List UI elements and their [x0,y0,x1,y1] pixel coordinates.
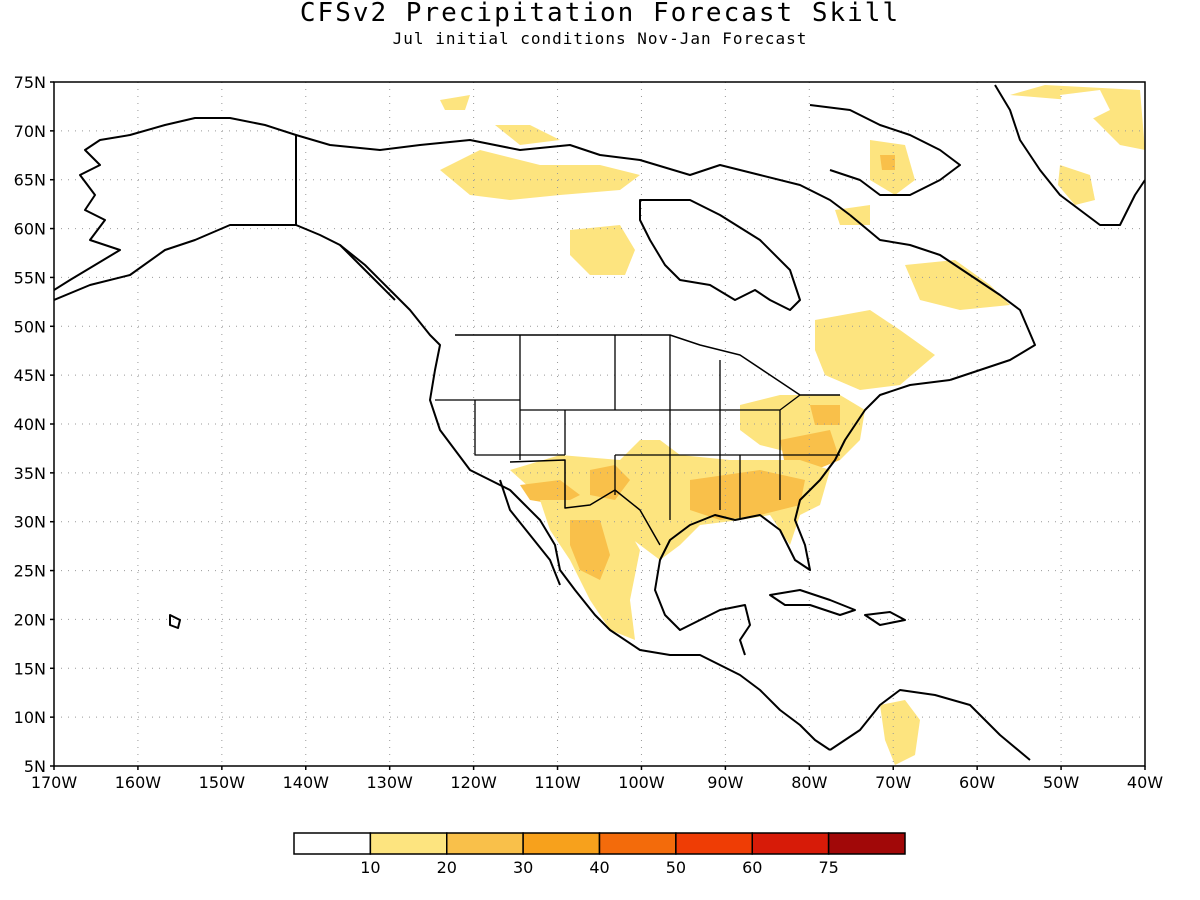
shade-canada-arctic [495,125,560,145]
lon-tick-label: 120W [450,773,497,792]
shade-greenland-white [1060,90,1110,125]
coast-baffin [809,104,961,196]
colorbar-swatch [598,832,677,855]
lon-tick-label: 160W [115,773,162,792]
lat-tick-label: 30N [14,513,46,532]
coast-baja [499,479,561,586]
colorbar-label: 50 [666,858,686,877]
coast-hispaniola [864,611,906,626]
shade-baffin-core [880,155,895,170]
colorbar-label: 60 [742,858,762,877]
lon-tick-label: 130W [367,773,414,792]
latitude-axis: 75N 70N 65N 60N 55N 50N 45N 40N 35N 30N 25N 20N 15N 1… [14,73,54,776]
state-lines [435,335,840,520]
lon-tick-label: 60W [959,773,995,792]
lon-tick-label: 90W [707,773,743,792]
shade-mexico-core [570,520,610,580]
coast-cuba [769,589,856,616]
lat-tick-label: 60N [14,220,46,239]
border-us-canada [455,334,840,396]
colorbar-label: 20 [437,858,457,877]
colorbar-swatch [369,832,448,855]
lat-tick-label: 75N [14,73,46,92]
lon-tick-label: 50W [1043,773,1079,792]
shade-south-america [880,700,920,765]
lat-tick-label: 45N [14,366,46,385]
colorbar-label: 75 [818,858,838,877]
lat-tick-label: 35N [14,464,46,483]
coast-hudson-bay [639,199,801,311]
colorbar-swatch [827,832,906,855]
colorbar-swatch [675,832,753,855]
coast-west [339,244,831,751]
lat-tick-label: 65N [14,171,46,190]
colorbar-label: 40 [589,858,609,877]
map-title: CFSv2 Precipitation Forecast Skill [299,0,901,28]
colorbar-swatch [446,832,524,855]
coast-alaska [54,117,297,301]
colorbar-swatch [751,832,830,855]
lon-tick-label: 170W [31,773,78,792]
coast-arctic [295,134,851,216]
shade-alaska-north [440,95,470,110]
longitude-axis: 170W 160W 150W 140W 130W 120W 110W 100W 90W 80W 70… [31,766,1163,792]
lat-tick-label: 10N [14,708,46,727]
coast-hawaii [169,614,181,629]
map-subtitle: Jul initial conditions Nov-Jan Forecast [392,29,808,48]
colorbar-label: 30 [513,858,533,877]
skill-shading [440,85,1145,765]
lat-tick-label: 25N [14,562,46,581]
shade-labrador [905,260,1010,310]
shade-greenland-south [1058,165,1095,205]
shade-canada-north [440,150,640,200]
lon-tick-label: 70W [875,773,911,792]
shade-texas-core [590,465,630,500]
colorbar-swatch [522,832,601,855]
coast-labrador [849,214,1036,381]
colorbar: 10 20 30 40 50 60 75 [293,832,906,877]
shade-appalachia [810,405,840,425]
lon-tick-label: 80W [791,773,827,792]
lat-tick-label: 20N [14,610,46,629]
shade-greenland [1010,85,1145,150]
coast-south-america [829,689,1031,761]
lat-tick-label: 15N [14,659,46,678]
lon-tick-label: 140W [283,773,330,792]
colorbar-swatch [293,832,372,855]
lat-tick-label: 70N [14,122,46,141]
colorbar-label: 10 [360,858,380,877]
lon-tick-label: 110W [534,773,581,792]
lat-tick-label: 55N [14,268,46,287]
lat-tick-label: 40N [14,415,46,434]
shade-quebec [815,310,935,390]
lat-tick-label: 5N [24,757,46,776]
coast-east [654,379,951,656]
border-us-mexico [509,459,661,546]
shade-canada-central [570,225,635,275]
coast-greenland [994,84,1145,226]
lat-tick-label: 50N [14,317,46,336]
lon-tick-label: 150W [199,773,246,792]
lon-tick-label: 100W [618,773,665,792]
border-alaska-canada [295,135,396,301]
shade-gulf-core [690,470,805,520]
lon-tick-label: 40W [1127,773,1163,792]
coastlines [54,84,1145,761]
